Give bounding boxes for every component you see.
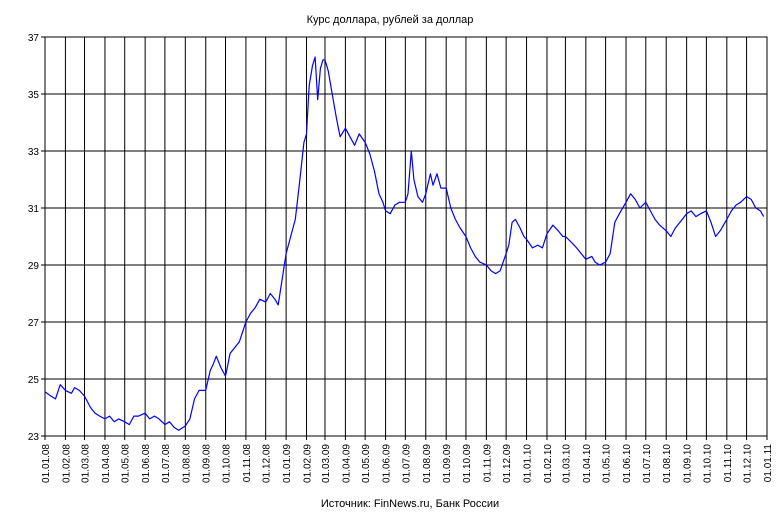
x-tick-label: 01.10.09 (462, 444, 473, 483)
x-tick-label: 01.12.08 (262, 444, 273, 483)
x-tick-label: 01.02.10 (543, 444, 554, 483)
chart-title: Курс доллара, рублей за доллар (307, 14, 474, 26)
x-tick-label: 01.05.08 (121, 444, 132, 483)
x-tick-label: 01.07.08 (161, 444, 172, 483)
y-tick-label: 35 (28, 90, 40, 101)
x-tick-label: 01.08.08 (181, 444, 192, 483)
x-tick-label: 01.01.08 (41, 444, 52, 483)
x-tick-label: 01.03.09 (321, 444, 332, 483)
grid (44, 36, 768, 440)
x-tick-label: 01.12.10 (743, 444, 754, 483)
x-tick-label: 01.02.08 (61, 444, 72, 483)
x-tick-label: 01.11.09 (482, 444, 493, 483)
x-tick-label: 01.07.09 (401, 444, 412, 483)
x-tick-label: 01.01.10 (523, 444, 534, 483)
x-tick-label: 01.05.09 (361, 444, 372, 483)
plot-frame (44, 36, 768, 437)
y-tick-label: 27 (28, 318, 40, 329)
x-tick-label: 01.04.10 (582, 444, 593, 483)
x-tick-label: 01.09.09 (442, 444, 453, 483)
series-line (44, 56, 765, 431)
x-tick-label: 01.03.10 (561, 444, 572, 483)
x-tick-label: 01.11.08 (242, 444, 253, 483)
y-axis: 23 25 27 29 31 33 35 37 (28, 33, 45, 443)
x-tick-label: 01.08.10 (662, 444, 673, 483)
x-tick-label: 01.10.08 (222, 444, 233, 483)
source-caption: Источник: FinNews.ru, Банк России (321, 498, 499, 510)
y-tick-label: 23 (28, 432, 40, 443)
y-tick-label: 25 (28, 375, 40, 386)
x-tick-label: 01.07.10 (642, 444, 653, 483)
y-tick-label: 31 (28, 204, 40, 215)
x-tick-label: 01.06.08 (141, 444, 152, 483)
x-tick-label: 01.03.08 (81, 444, 92, 483)
x-tick-label: 01.02.09 (303, 444, 314, 483)
x-tick-label: 01.04.09 (341, 444, 352, 483)
x-tick-label: 01.01.11 (763, 444, 774, 483)
x-tick-label: 01.06.09 (382, 444, 393, 483)
x-tick-label: 01.09.10 (683, 444, 694, 483)
y-tick-label: 33 (28, 147, 40, 158)
y-tick-label: 29 (28, 261, 40, 272)
x-axis: 01.01.08 01.02.08 01.03.08 01.04.08 01.05.08… (41, 444, 774, 483)
x-tick-label: 01.05.10 (602, 444, 613, 483)
x-tick-label: 01.04.08 (101, 444, 112, 483)
x-tick-label: 01.09.08 (202, 444, 213, 483)
x-tick-label: 01.08.09 (422, 444, 433, 483)
x-tick-label: 01.06.10 (622, 444, 633, 483)
x-tick-label: 01.01.09 (282, 444, 293, 483)
x-tick-label: 01.11.10 (723, 444, 734, 483)
x-tick-label: 01.12.09 (502, 444, 513, 483)
y-tick-label: 37 (28, 33, 40, 44)
x-tick-label: 01.10.10 (702, 444, 713, 483)
